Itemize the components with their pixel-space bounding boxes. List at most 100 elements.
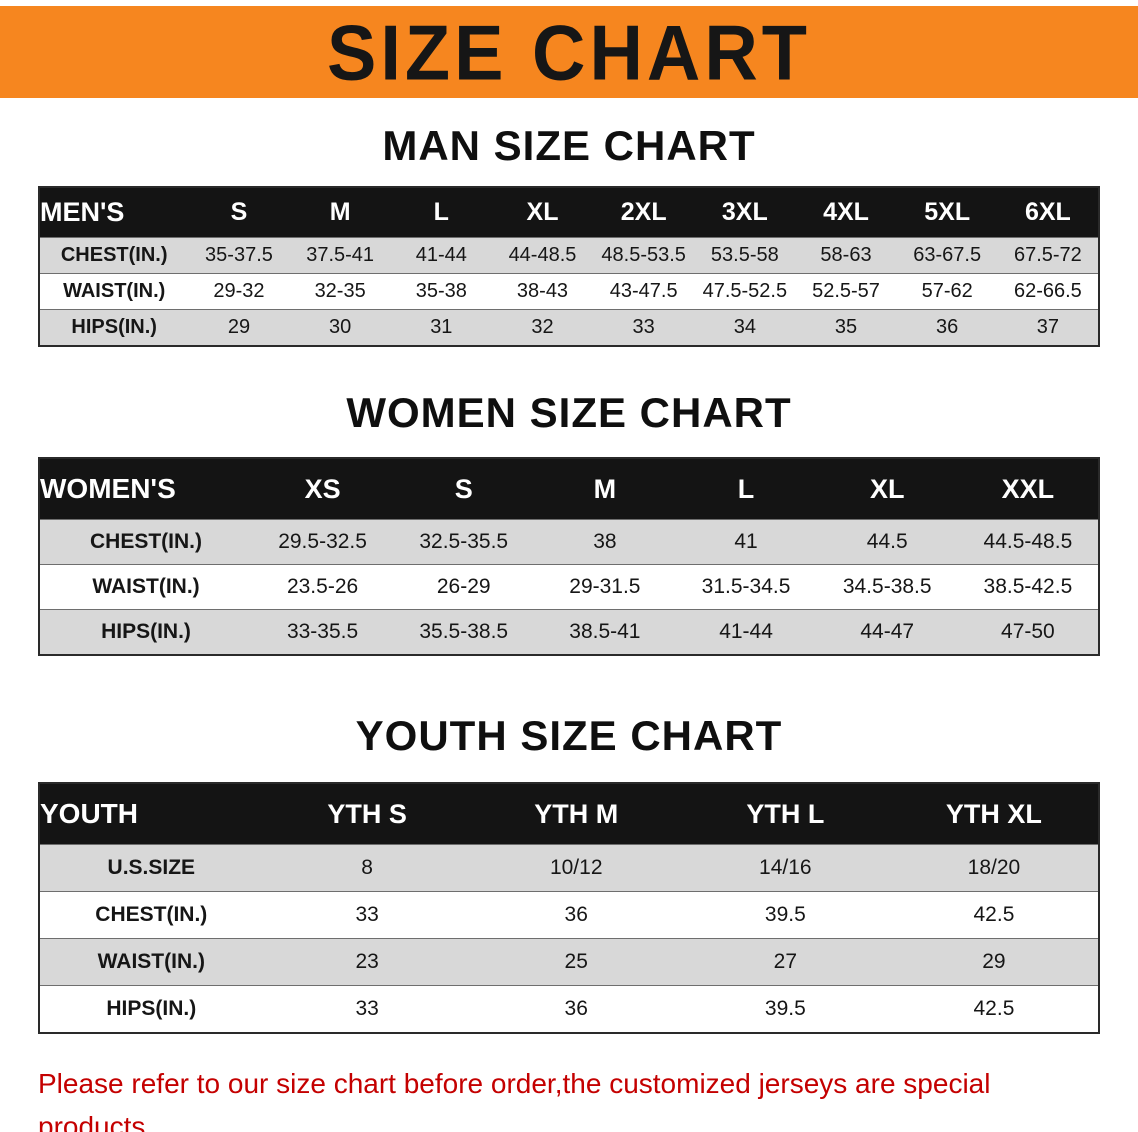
table-cell: 30: [329, 316, 352, 338]
table-cell: 48.5-53.5: [601, 244, 686, 266]
column-header: L: [675, 458, 817, 520]
table-row: HIPS(IN.) 29 30 31 32 33 34 35 36 37: [39, 309, 1099, 346]
row-label: HIPS(IN.): [101, 620, 191, 643]
womens-size-section: WOMEN SIZE CHART WOMEN'S XS S M L XL XXL CHEST(…: [0, 389, 1138, 656]
table-cell: 44-47: [860, 620, 915, 643]
table-header-row: MEN'S S M L XL 2XL 3XL 4XL 5XL 6XL: [39, 187, 1099, 238]
table-cell: 29-32: [213, 280, 265, 302]
column-header: L: [390, 187, 492, 238]
youth-size-table: YOUTH YTH S YTH M YTH L YTH XL U.S.SIZE 8 10/12…: [38, 782, 1100, 1034]
column-header: XL: [816, 458, 958, 520]
size-chart-page: SIZE CHART MAN SIZE CHART MEN'S S M L XL 2XL 3…: [0, 6, 1138, 1132]
table-cell: 47-50: [1001, 620, 1055, 643]
column-header: XL: [491, 187, 594, 238]
table-cell: 27: [773, 950, 797, 973]
table-cell: 26-29: [436, 575, 491, 598]
row-label: WAIST(IN.): [92, 575, 200, 598]
youth-section-heading: YOUTH SIZE CHART: [355, 712, 783, 759]
table-row: U.S.SIZE 8 10/12 14/16 18/20: [39, 844, 1099, 892]
table-cell: 38: [593, 530, 617, 553]
table-label-header: MEN'S: [39, 187, 189, 238]
table-label-header: YOUTH: [39, 783, 263, 845]
row-label: CHEST(IN.): [95, 903, 208, 926]
table-cell: 42.5: [973, 903, 1015, 926]
youth-size-section: YOUTH SIZE CHART YOUTH YTH S YTH M YTH L YTH…: [0, 712, 1138, 1034]
table-cell: 36: [936, 316, 959, 338]
table-cell: 31: [430, 316, 453, 338]
table-row: CHEST(IN.) 35-37.5 37.5-41 41-44 44-48.5 48.5…: [39, 237, 1099, 274]
table-cell: 35-37.5: [205, 244, 273, 266]
table-cell: 34: [733, 316, 756, 338]
table-cell: 53.5-58: [710, 244, 779, 266]
table-cell: 32-35: [314, 280, 366, 302]
row-label: CHEST(IN.): [60, 244, 168, 266]
table-cell: 18/20: [967, 856, 1021, 879]
mens-size-section: MAN SIZE CHART MEN'S S M L XL 2XL 3XL 4XL 5XL 6XL…: [0, 122, 1138, 347]
table-row: CHEST(IN.) 29.5-32.5 32.5-35.5 38 41 44.5 44.5…: [39, 519, 1099, 565]
table-cell: 57-62: [921, 280, 973, 302]
table-cell: 38.5-42.5: [983, 575, 1073, 598]
table-header-row: YOUTH YTH S YTH M YTH L YTH XL: [39, 783, 1099, 845]
table-cell: 44.5-48.5: [983, 530, 1073, 553]
table-cell: 29: [982, 950, 1006, 973]
table-cell: 35-38: [415, 280, 467, 302]
table-cell: 41-44: [415, 244, 467, 266]
column-header: 2XL: [593, 187, 695, 238]
column-header: 6XL: [997, 187, 1099, 238]
column-header: YTH M: [471, 783, 681, 845]
table-cell: 39.5: [764, 903, 806, 926]
table-cell: 35: [834, 316, 858, 338]
column-header: YTH XL: [889, 783, 1099, 845]
table-row: HIPS(IN.) 33 36 39.5 42.5: [39, 985, 1099, 1033]
table-cell: 33: [355, 903, 379, 926]
table-cell: 34.5-38.5: [842, 575, 932, 598]
table-cell: 39.5: [764, 997, 806, 1020]
row-label: U.S.SIZE: [107, 856, 196, 879]
table-cell: 52.5-57: [812, 280, 880, 302]
mens-size-table: MEN'S S M L XL 2XL 3XL 4XL 5XL 6XL CHEST(IN.) 35-37…: [38, 186, 1100, 347]
table-cell: 47.5-52.5: [702, 280, 788, 302]
column-header: S: [393, 458, 535, 520]
table-cell: 14/16: [759, 856, 812, 879]
table-row: WAIST(IN.) 23 25 27 29: [39, 938, 1099, 986]
table-cell: 33: [632, 316, 655, 338]
table-cell: 67.5-72: [1013, 244, 1082, 266]
table-row: WAIST(IN.) 29-32 32-35 35-38 38-43 43-47.5 47.…: [39, 273, 1099, 310]
table-cell: 29-31.5: [569, 575, 641, 598]
column-header: XS: [252, 458, 394, 520]
table-cell: 63-67.5: [913, 244, 982, 266]
table-row: HIPS(IN.) 33-35.5 35.5-38.5 38.5-41 41-44 44-…: [39, 609, 1099, 655]
row-label: WAIST(IN.): [63, 280, 166, 302]
column-header: M: [534, 458, 676, 520]
table-cell: 32.5-35.5: [419, 530, 509, 553]
table-cell: 43-47.5: [609, 280, 678, 302]
row-label: HIPS(IN.): [71, 316, 157, 338]
banner: SIZE CHART: [0, 6, 1138, 98]
womens-section-heading: WOMEN SIZE CHART: [346, 389, 792, 436]
table-cell: 35.5-38.5: [419, 620, 509, 643]
footer-note-line-1: Please refer to our size chart before or…: [38, 1068, 991, 1132]
table-cell: 41: [734, 530, 758, 553]
page-title: SIZE CHART: [327, 8, 811, 96]
column-header: XXL: [957, 458, 1099, 520]
table-cell: 58-63: [820, 244, 872, 266]
table-cell: 42.5: [973, 997, 1015, 1020]
column-header: S: [188, 187, 290, 238]
table-label-header: WOMEN'S: [39, 458, 252, 520]
table-cell: 44-48.5: [508, 244, 577, 266]
table-cell: 37: [1036, 316, 1059, 338]
table-cell: 38-43: [516, 280, 569, 302]
table-cell: 41-44: [719, 620, 773, 643]
column-header: M: [289, 187, 391, 238]
column-header: YTH L: [680, 783, 890, 845]
womens-size-table: WOMEN'S XS S M L XL XXL CHEST(IN.) 29.5-32.5 32.5…: [38, 457, 1100, 656]
table-row: WAIST(IN.) 23.5-26 26-29 29-31.5 31.5-34.5 34…: [39, 564, 1099, 610]
table-cell: 36: [564, 903, 588, 926]
table-cell: 8: [361, 856, 373, 879]
table-row: CHEST(IN.) 33 36 39.5 42.5: [39, 891, 1099, 939]
table-cell: 25: [564, 950, 588, 973]
column-header: YTH S: [262, 783, 472, 845]
table-cell: 38.5-41: [569, 620, 641, 643]
row-label: HIPS(IN.): [106, 997, 197, 1020]
table-cell: 44.5: [866, 530, 908, 553]
